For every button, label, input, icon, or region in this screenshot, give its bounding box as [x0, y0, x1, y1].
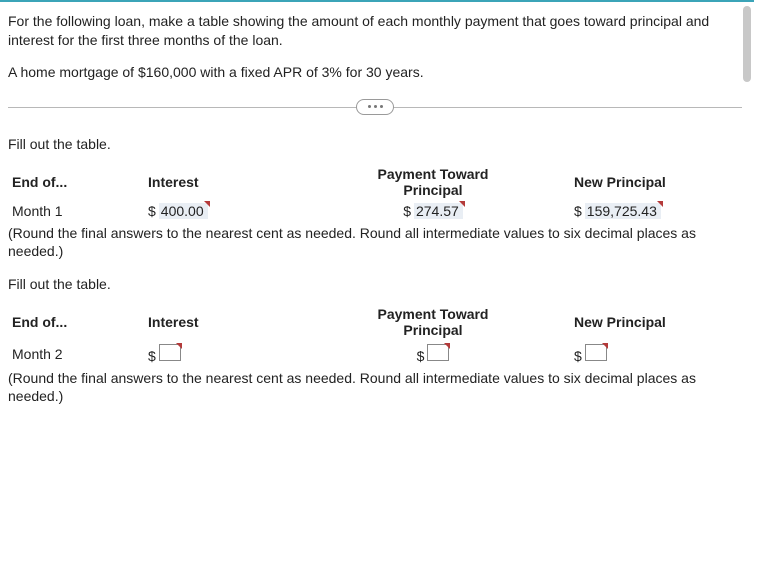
loan-description: A home mortgage of $160,000 with a fixed…: [8, 64, 742, 80]
header-ptp-line1: Payment Toward: [378, 166, 489, 182]
scrollbar[interactable]: [742, 6, 752, 86]
table-month2: End of... Interest Payment Toward Princi…: [8, 304, 742, 364]
header-end-of: End of...: [8, 174, 148, 190]
table-month1: End of... Interest Payment Toward Princi…: [8, 164, 742, 220]
fill-prompt-1: Fill out the table.: [8, 136, 742, 152]
month2-interest-cell: $: [148, 344, 181, 364]
fill-prompt-2: Fill out the table.: [8, 276, 742, 292]
month1-ptp-value[interactable]: 274.57: [414, 203, 463, 219]
currency-symbol: $: [148, 203, 156, 219]
month2-interest-input[interactable]: [159, 344, 181, 361]
currency-symbol: $: [148, 348, 156, 364]
header-new-principal: New Principal: [568, 174, 742, 190]
header-interest: Interest: [148, 174, 298, 190]
month1-interest-cell: $ 400.00: [148, 203, 208, 219]
header-ptp-line2: Principal: [403, 182, 462, 198]
section-divider: [8, 98, 742, 118]
table-header-row: End of... Interest Payment Toward Princi…: [8, 164, 742, 200]
month2-np-input[interactable]: [585, 344, 607, 361]
rounding-note-1: (Round the final answers to the nearest …: [8, 224, 742, 260]
month1-np-value[interactable]: 159,725.43: [585, 203, 661, 219]
question-panel: For the following loan, make a table sho…: [0, 0, 754, 571]
currency-symbol: $: [403, 203, 411, 219]
header-end-of: End of...: [8, 314, 148, 330]
header-interest: Interest: [148, 314, 298, 330]
header-new-principal: New Principal: [568, 314, 742, 330]
header-payment-toward-principal: Payment Toward Principal: [298, 166, 568, 198]
table-row-month1: Month 1 $ 400.00 $ 274.57 $ 159,725.43: [8, 200, 742, 220]
month2-label: Month 2: [8, 346, 148, 362]
table-header-row: End of... Interest Payment Toward Princi…: [8, 304, 742, 340]
table-row-month2: Month 2 $ $ $: [8, 341, 742, 365]
month1-np-cell: $ 159,725.43: [574, 203, 661, 219]
header-ptp-line2: Principal: [403, 322, 462, 338]
month2-ptp-input[interactable]: [427, 344, 449, 361]
currency-symbol: $: [417, 348, 425, 364]
header-payment-toward-principal: Payment Toward Principal: [298, 306, 568, 338]
scrollbar-thumb[interactable]: [743, 6, 751, 82]
month1-label: Month 1: [8, 203, 148, 219]
intro-text: For the following loan, make a table sho…: [8, 12, 742, 50]
month1-ptp-cell: $ 274.57: [403, 203, 463, 219]
month2-ptp-cell: $: [417, 344, 450, 364]
ellipsis-pill[interactable]: [356, 99, 394, 115]
month1-interest-value[interactable]: 400.00: [159, 203, 208, 219]
rounding-note-2: (Round the final answers to the nearest …: [8, 369, 742, 405]
header-ptp-line1: Payment Toward: [378, 306, 489, 322]
month2-np-cell: $: [574, 344, 607, 364]
currency-symbol: $: [574, 203, 582, 219]
currency-symbol: $: [574, 348, 582, 364]
